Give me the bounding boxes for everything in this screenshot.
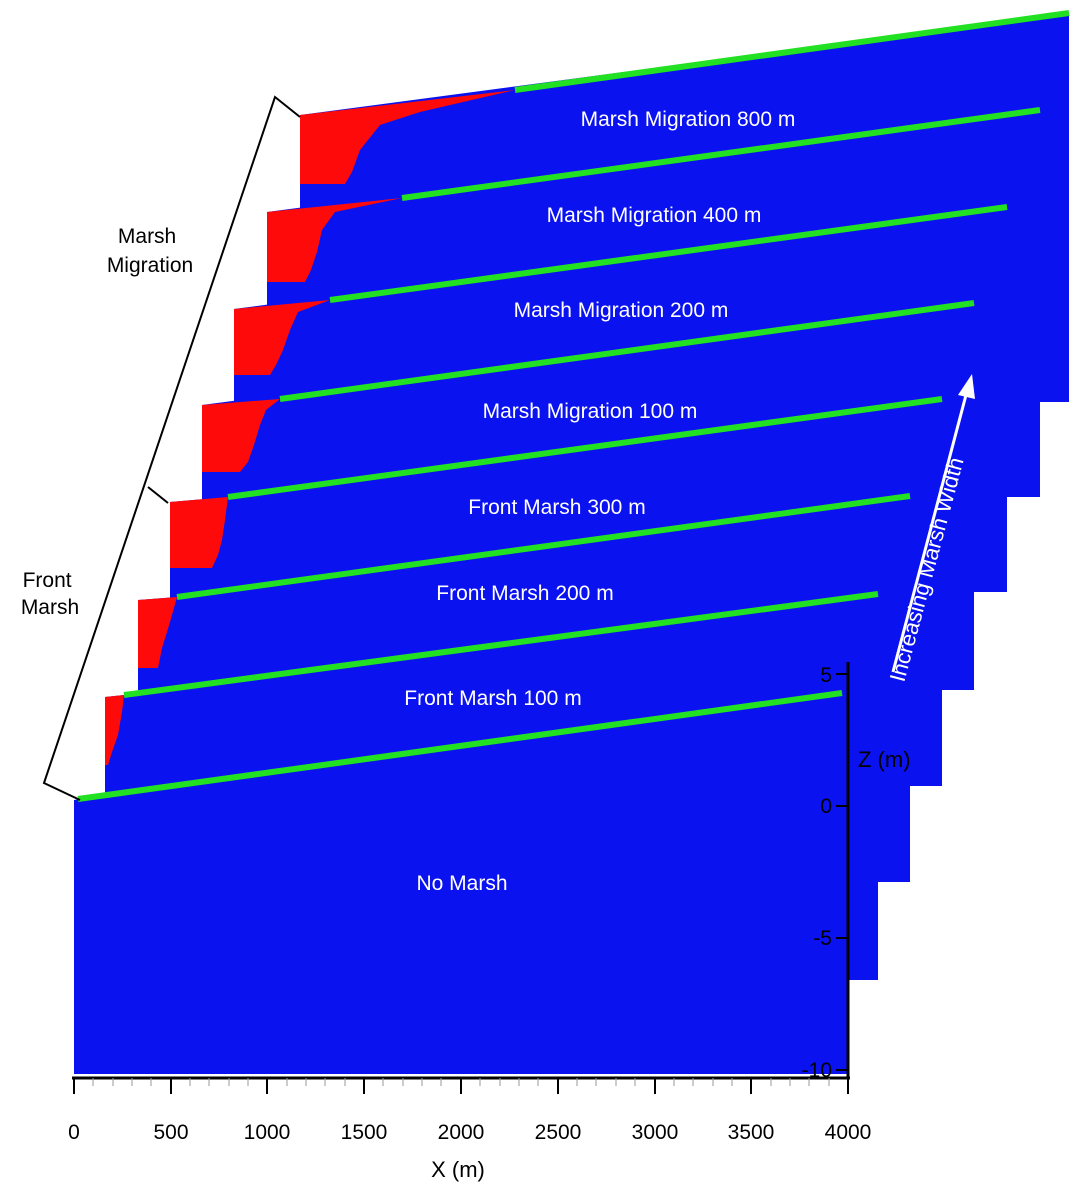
slice-label: Marsh Migration 100 m [483,400,698,423]
x-tick-label: 3500 [728,1121,775,1144]
bracket-label-migration: Marsh Migration [107,225,193,277]
x-tick-label: 500 [153,1121,188,1144]
x-tick-label: 1500 [341,1121,388,1144]
slice-label: Front Marsh 300 m [468,496,645,519]
slice-label: No Marsh [416,872,507,895]
water-domain-step [846,882,878,980]
slice-label: Front Marsh 100 m [404,687,581,710]
x-tick-label: 2500 [535,1121,582,1144]
bracket-label-front: Front Marsh [21,569,79,619]
x-tick-label: 4000 [825,1121,872,1144]
x-tick-label: 0 [68,1121,80,1144]
x-axis: 0 500 1000 1500 2000 2500 3000 3500 4000… [68,1078,871,1182]
z-axis-title: Z (m) [858,747,911,772]
z-tick-label: -5 [813,927,832,950]
x-tick-label: 3000 [632,1121,679,1144]
slice-label: Marsh Migration 200 m [514,299,729,322]
x-tick-label: 1000 [244,1121,291,1144]
x-axis-title: X (m) [431,1157,485,1182]
x-tick-label: 2000 [438,1121,485,1144]
bracket-divider [148,487,168,503]
slice-label: Marsh Migration 400 m [547,204,762,227]
z-tick-label: 0 [820,795,832,818]
slice-label: Marsh Migration 800 m [581,108,796,131]
slice-label: Front Marsh 200 m [436,582,613,605]
z-tick-label: 5 [820,664,832,687]
